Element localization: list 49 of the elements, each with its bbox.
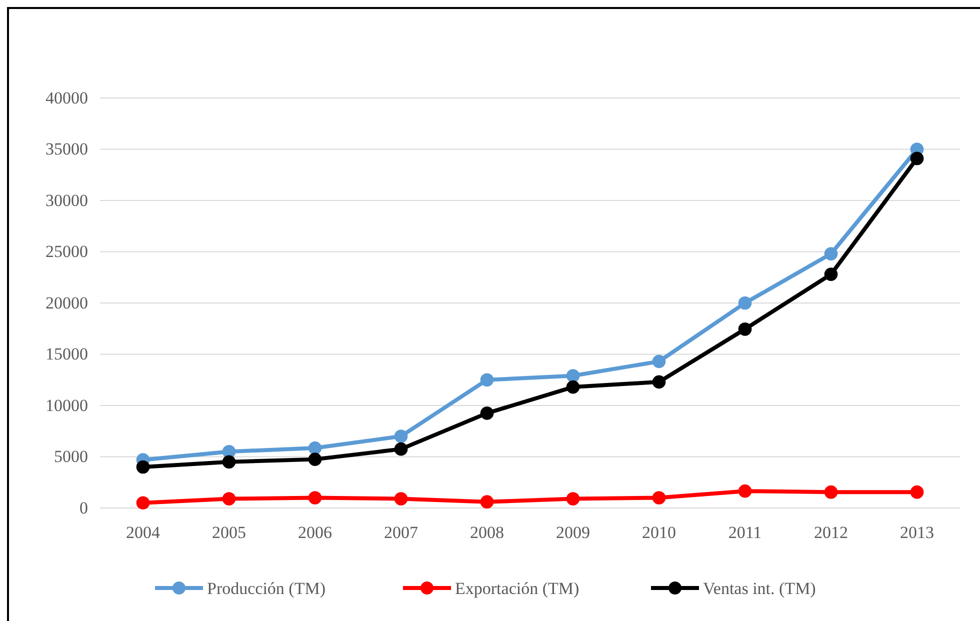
point <box>652 375 666 389</box>
x-tick-label: 2008 <box>470 523 504 542</box>
y-tick-label: 40000 <box>46 88 88 108</box>
point <box>308 441 322 455</box>
point <box>824 247 838 260</box>
y-tick-label: 25000 <box>46 242 88 262</box>
point <box>480 495 494 509</box>
x-tick-label: 2006 <box>298 523 332 542</box>
y-tick-label: 5000 <box>54 447 88 466</box>
point <box>910 152 924 166</box>
y-tick-label: 0 <box>80 498 88 518</box>
x-tick-label: 2005 <box>212 523 246 542</box>
point <box>738 296 752 310</box>
y-tick-label: 20000 <box>46 293 88 312</box>
legend-label: Ventas int. (TM) <box>703 579 816 598</box>
y-tick-label: 30000 <box>46 190 88 210</box>
point <box>222 455 236 469</box>
y-tick-label: 10000 <box>46 396 88 415</box>
point <box>566 369 580 382</box>
point <box>824 485 838 499</box>
point <box>566 380 580 394</box>
x-tick-label: 2013 <box>900 523 934 542</box>
legend-label: Producción (TM) <box>207 579 326 598</box>
x-tick-label: 2010 <box>642 523 676 542</box>
point <box>652 354 666 368</box>
x-tick-label: 2004 <box>126 523 160 542</box>
x-tick-label: 2011 <box>728 523 762 542</box>
point <box>222 492 236 506</box>
y-tick-label: 15000 <box>46 344 88 364</box>
point <box>394 442 408 456</box>
x-tick-label: 2007 <box>384 523 418 542</box>
point <box>394 492 408 506</box>
point <box>480 406 494 420</box>
point <box>480 373 494 387</box>
point <box>738 322 752 336</box>
point <box>308 452 322 466</box>
legend-label: Exportación (TM) <box>455 579 580 598</box>
y-tick-label: 35000 <box>46 140 88 159</box>
point <box>738 484 752 498</box>
point <box>652 491 666 504</box>
point <box>566 492 580 506</box>
point <box>308 491 322 504</box>
point <box>136 496 150 510</box>
x-tick-label: 2012 <box>814 523 848 542</box>
point <box>824 268 838 281</box>
x-tick-label: 2009 <box>556 523 590 542</box>
point <box>394 430 408 443</box>
point <box>910 485 924 499</box>
point <box>136 460 150 474</box>
